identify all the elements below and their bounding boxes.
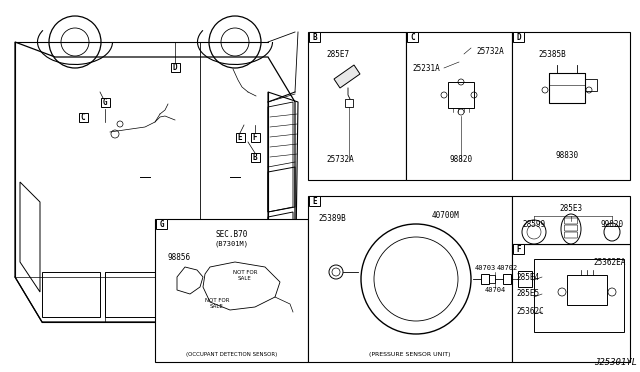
Bar	[549, 73, 585, 103]
Bar	[407, 32, 418, 42]
Bar	[100, 97, 109, 106]
Text: 40700M: 40700M	[432, 211, 460, 220]
Bar	[512, 244, 630, 362]
Bar	[567, 275, 607, 305]
Text: 285E5: 285E5	[516, 289, 539, 298]
Bar	[170, 62, 179, 71]
Text: E: E	[237, 132, 243, 141]
Text: 25362C: 25362C	[516, 308, 544, 317]
Bar	[345, 99, 353, 107]
Text: F: F	[516, 244, 521, 253]
Text: 98856: 98856	[167, 253, 190, 262]
Text: 99820: 99820	[600, 220, 623, 229]
Polygon shape	[334, 65, 360, 88]
Text: 40704: 40704	[484, 287, 506, 293]
Bar	[481, 274, 489, 284]
Bar	[309, 196, 320, 206]
Bar	[489, 275, 495, 283]
Text: B: B	[312, 32, 317, 42]
Bar	[518, 271, 532, 287]
Bar	[448, 82, 474, 108]
Text: 25362EA: 25362EA	[594, 258, 626, 267]
Text: E: E	[312, 196, 317, 205]
Text: 25389B: 25389B	[318, 214, 346, 223]
Bar	[155, 219, 308, 362]
Text: (PRESSURE SENSOR UNIT): (PRESSURE SENSOR UNIT)	[369, 352, 451, 357]
Bar	[534, 259, 624, 332]
Bar	[156, 219, 167, 229]
Bar	[250, 132, 259, 141]
Bar	[236, 132, 244, 141]
Text: 40702: 40702	[497, 265, 518, 271]
Text: 285E4: 285E4	[516, 273, 539, 282]
Text: 25732A: 25732A	[476, 47, 504, 56]
Text: 285E3: 285E3	[559, 204, 582, 213]
Text: (OCCUPANT DETECTION SENSOR): (OCCUPANT DETECTION SENSOR)	[186, 352, 277, 357]
Bar	[308, 32, 406, 180]
Text: 40703: 40703	[474, 265, 495, 271]
Text: 25732A: 25732A	[326, 155, 354, 164]
Text: NOT FOR: NOT FOR	[205, 298, 229, 302]
Bar	[512, 32, 630, 180]
Text: SALE: SALE	[210, 305, 224, 310]
Bar	[513, 32, 524, 42]
Text: C: C	[81, 112, 85, 122]
Text: B: B	[253, 153, 257, 161]
Text: C: C	[410, 32, 415, 42]
Text: SEC.B70: SEC.B70	[215, 230, 248, 238]
Bar	[309, 32, 320, 42]
Text: 28599: 28599	[522, 220, 545, 229]
Bar	[512, 196, 630, 244]
Text: G: G	[159, 219, 164, 228]
Text: G: G	[102, 97, 108, 106]
Text: D: D	[516, 32, 521, 42]
Text: D: D	[173, 62, 177, 71]
Text: 25385B: 25385B	[538, 50, 566, 59]
Bar	[79, 112, 88, 122]
Bar	[308, 196, 512, 362]
Text: SALE: SALE	[238, 276, 252, 282]
Bar	[406, 32, 512, 180]
Bar	[250, 153, 259, 161]
Bar	[513, 244, 524, 254]
Text: 98820: 98820	[449, 155, 472, 164]
Bar	[503, 274, 511, 284]
Text: 98830: 98830	[556, 151, 579, 160]
Text: 285E7: 285E7	[326, 50, 349, 59]
Text: 25231A: 25231A	[412, 64, 440, 73]
Bar	[585, 79, 597, 91]
Text: J25301YL: J25301YL	[594, 358, 637, 367]
Text: F: F	[253, 132, 257, 141]
Text: (B7301M): (B7301M)	[214, 241, 248, 247]
Text: NOT FOR: NOT FOR	[233, 269, 257, 275]
